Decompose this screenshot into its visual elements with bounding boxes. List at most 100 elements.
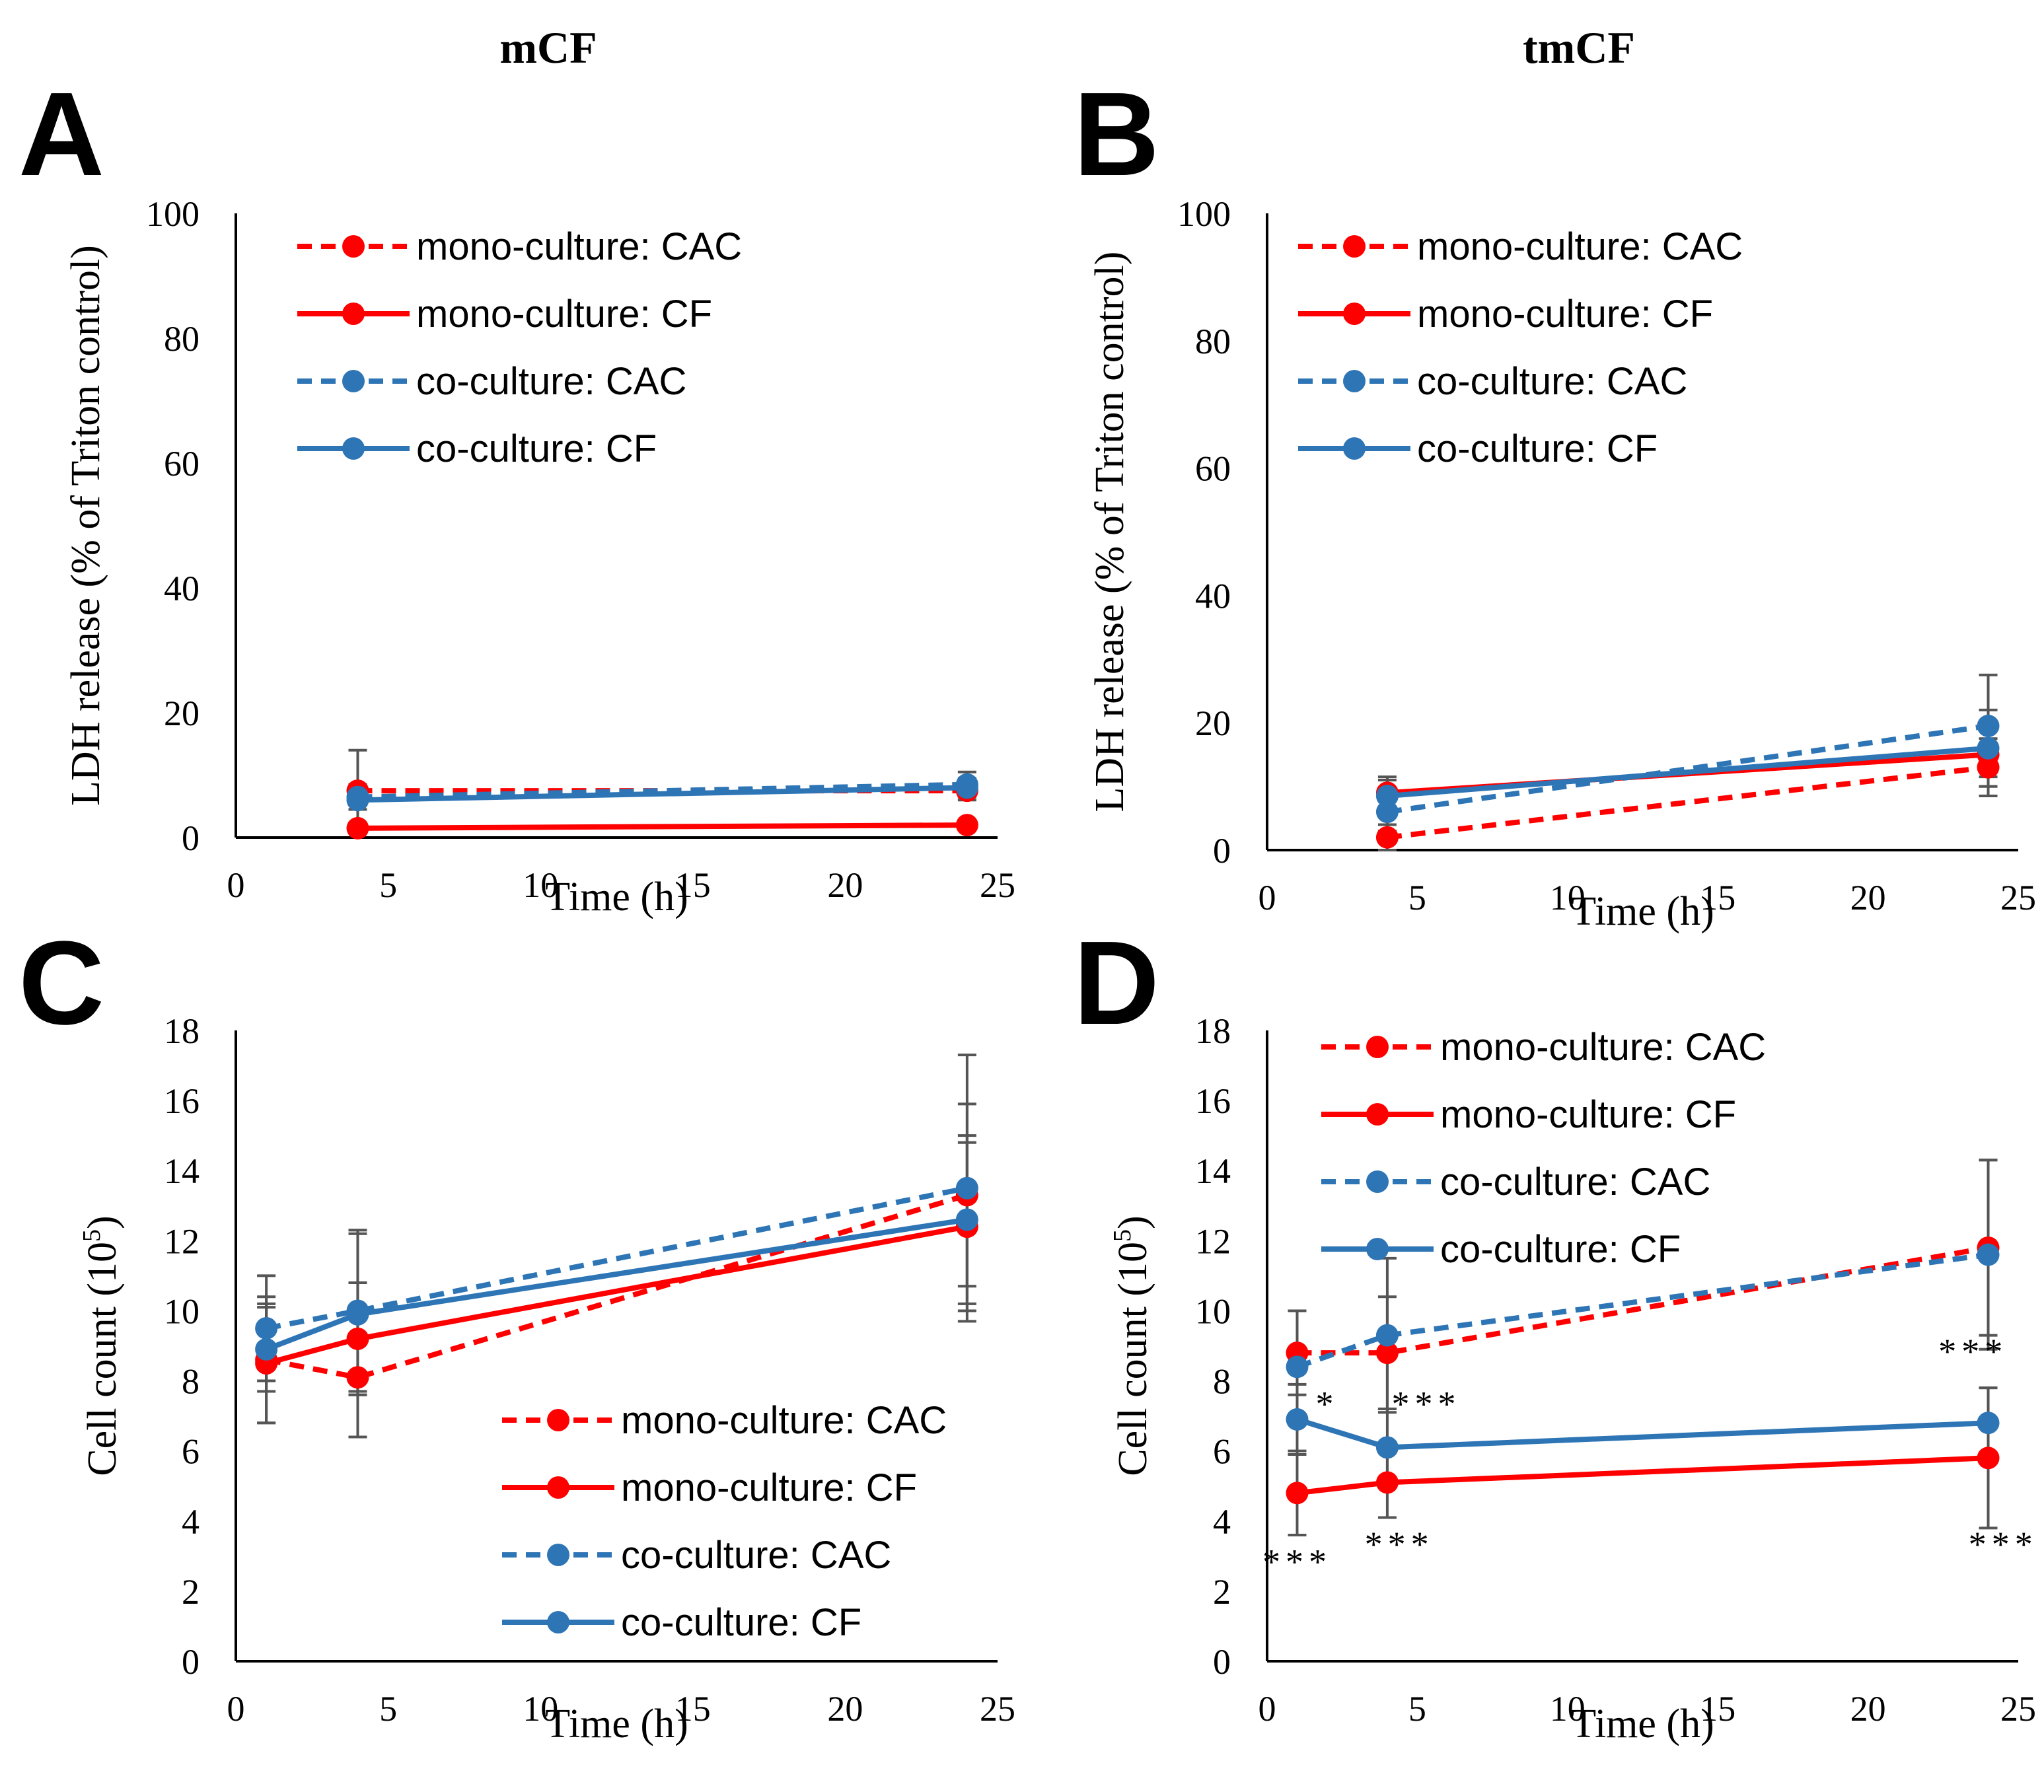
x-tick-label: 25	[980, 1689, 1015, 1729]
x-tick-label: 15	[1700, 878, 1735, 917]
data-point	[1977, 715, 2000, 738]
y-tick-label: 6	[182, 1432, 200, 1472]
chart-panel-c: C 0 2 4 6 8 10 12 14 16 18 0 5 10 15 20 25 Time (h) Cell c…	[18, 917, 1015, 1746]
x-tick-label: 10	[523, 1689, 558, 1729]
y-tick-label: 16	[164, 1081, 200, 1121]
panel-letter: D	[1074, 917, 1159, 1050]
x-tick-label: 0	[227, 1689, 245, 1729]
data-point	[1375, 785, 1399, 808]
series-line	[265, 1217, 968, 1352]
y-tick-label: 0	[182, 1642, 200, 1682]
series-line	[1387, 764, 1989, 840]
y-tick-label: 8	[182, 1362, 200, 1402]
legend-label: mono-culture: CF	[1417, 293, 1713, 336]
chart-panel-a: A 0 20 40 60 80 100 0 5 10 15 20 25 Time (h) LDH relea…	[18, 68, 1015, 919]
series-line	[266, 1192, 968, 1380]
data-point	[1977, 736, 2000, 760]
legend-marker	[547, 1476, 569, 1499]
significance-annotation: ***	[1262, 1542, 1332, 1581]
y-tick-label: 2	[1213, 1572, 1231, 1612]
x-tick-label: 15	[1700, 1689, 1735, 1729]
legend-label: co-culture: CF	[1440, 1228, 1681, 1271]
data-point	[1375, 1436, 1399, 1459]
legend-label: co-culture: CAC	[1440, 1161, 1710, 1203]
x-tick-label: 0	[1259, 878, 1276, 917]
data-point	[1375, 1342, 1399, 1365]
legend-label: co-culture: CAC	[416, 360, 686, 403]
y-tick-label: 20	[1195, 703, 1231, 743]
y-tick-label: 12	[164, 1221, 200, 1261]
data-point	[955, 814, 978, 837]
series-line	[1297, 1455, 1989, 1496]
significance-annotation: *	[1315, 1384, 1338, 1424]
y-tick-label: 20	[164, 694, 200, 733]
y-tick-label: 8	[1213, 1362, 1231, 1402]
y-axis-title-superscript: 5	[78, 1229, 106, 1242]
data-point	[1977, 1447, 2000, 1470]
y-tick-label: 60	[1195, 449, 1231, 489]
y-tick-label: 18	[1195, 1011, 1231, 1051]
series-line	[1387, 723, 1989, 815]
x-tick-label: 20	[1850, 1689, 1886, 1729]
y-tick-label: 18	[164, 1011, 200, 1051]
legend-label: mono-culture: CAC	[1417, 225, 1743, 268]
x-tick-label: 25	[2000, 1689, 2036, 1729]
y-axis-title: LDH release (% of Triton control)	[1087, 252, 1132, 812]
legend-label: mono-culture: CF	[416, 293, 712, 336]
data-point	[1375, 801, 1399, 824]
y-tick-label: 10	[164, 1291, 200, 1331]
legend-marker	[1343, 437, 1366, 460]
series-line	[266, 1224, 968, 1366]
legend-marker	[342, 235, 365, 258]
y-tick-label: 100	[146, 194, 200, 234]
significance-annotation: ***	[1938, 1332, 2008, 1371]
y-tick-label: 100	[1177, 194, 1231, 234]
x-tick-label: 25	[980, 865, 1015, 905]
y-tick-label: 10	[1195, 1291, 1231, 1331]
data-point	[1977, 1412, 2000, 1435]
chart-panel-d: D 0 2 4 6 8 10 12 14 16 18 0 5 10 15 20 25 Time (h) Cell c…	[1074, 917, 2036, 1746]
panel-letter: A	[18, 68, 104, 201]
y-axis-title: LDH release (% of Triton control)	[63, 245, 108, 806]
x-axis-title: Time (h)	[545, 875, 688, 919]
legend-label: co-culture: CAC	[621, 1534, 891, 1577]
data-point	[346, 816, 369, 840]
data-point	[1977, 1243, 2000, 1266]
legend-label: mono-culture: CAC	[621, 1399, 947, 1442]
legend-label: mono-culture: CF	[621, 1466, 917, 1509]
legend-marker	[1366, 1103, 1389, 1126]
data-point	[255, 1338, 278, 1361]
legend-label: co-culture: CAC	[1417, 360, 1687, 403]
series-line	[1387, 745, 1989, 799]
legend-label: mono-culture: CAC	[416, 225, 742, 268]
y-axis-title-end: )	[80, 1215, 125, 1229]
x-tick-label: 10	[1550, 1689, 1586, 1729]
data-point	[346, 1327, 369, 1350]
series-line	[1297, 1245, 1989, 1356]
x-axis-title: Time (h)	[545, 1702, 688, 1746]
y-tick-label: 16	[1195, 1081, 1231, 1121]
series-line	[357, 785, 967, 803]
x-tick-label: 20	[827, 865, 863, 905]
y-tick-label: 14	[1195, 1151, 1231, 1191]
legend-label: co-culture: CF	[1417, 427, 1658, 470]
y-axis-title-superscript: 5	[1109, 1229, 1136, 1242]
x-tick-label: 20	[827, 1689, 863, 1729]
significance-annotation: ***	[1365, 1524, 1434, 1564]
data-point	[1375, 1471, 1399, 1494]
legend-label: co-culture: CF	[621, 1601, 861, 1644]
y-tick-label: 6	[1213, 1432, 1231, 1472]
y-tick-label: 12	[1195, 1221, 1231, 1261]
x-tick-label: 15	[675, 865, 711, 905]
data-point	[955, 776, 978, 799]
x-tick-label: 15	[675, 1689, 711, 1729]
legend-marker	[1343, 303, 1366, 325]
x-tick-label: 25	[2000, 878, 2036, 917]
y-tick-label: 4	[182, 1502, 200, 1542]
legend-label: mono-culture: CF	[1440, 1093, 1736, 1136]
x-tick-label: 5	[1408, 878, 1426, 917]
legend-marker	[1366, 1238, 1389, 1260]
data-point	[955, 1208, 978, 1231]
x-tick-label: 5	[1408, 1689, 1426, 1729]
legend-marker	[547, 1409, 569, 1431]
